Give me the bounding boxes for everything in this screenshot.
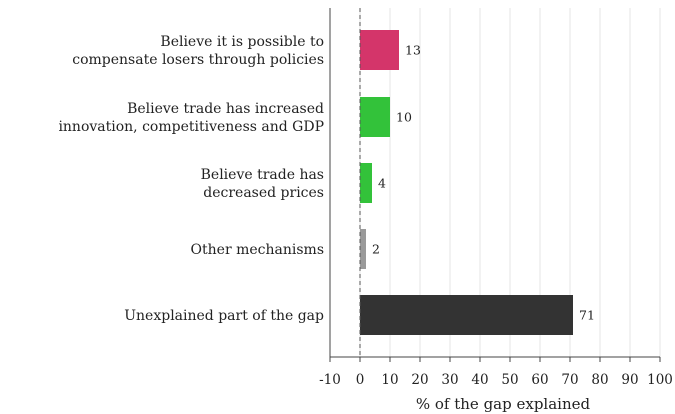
x-tick-label: 60 [531,372,548,388]
data-label: 10 [396,110,412,125]
x-tick-label: 10 [381,372,398,388]
bar [360,97,390,137]
category-label: Believe trade has increased [127,101,324,117]
data-label: 13 [405,43,421,58]
x-tick-label: 40 [471,372,488,388]
x-axis-title: % of the gap explained [416,395,591,413]
bar [360,295,573,335]
data-label: 71 [579,308,595,323]
data-label: 2 [372,242,380,257]
category-label: Believe trade has [201,167,324,183]
category-label: decreased prices [203,185,324,201]
category-label: compensate losers through policies [72,52,324,68]
bar [360,163,372,203]
category-label: Believe it is possible to [160,34,324,50]
data-labels: 13 10 4 2 71 [372,43,595,323]
x-tick-label: 30 [441,372,458,388]
x-axis [329,8,660,358]
x-tick-label: -10 [319,372,341,388]
x-tick-label: 50 [501,372,518,388]
category-label: Other mechanisms [191,242,324,258]
x-tick-label: 20 [411,372,428,388]
x-tick-label: 70 [561,372,578,388]
x-tick-labels: -10 0 10 20 30 40 50 60 70 80 90 100 [319,357,673,388]
x-tick-label: 100 [647,372,673,388]
category-label: Unexplained part of the gap [124,308,324,324]
category-label: innovation, competitiveness and GDP [58,119,324,135]
x-tick-label: 0 [356,372,365,388]
x-tick-label: 90 [621,372,638,388]
bars [360,30,573,335]
bar [360,229,366,269]
category-labels: Believe it is possible to compensate lose… [58,34,324,324]
bar [360,30,399,70]
x-tick-label: 80 [591,372,608,388]
data-label: 4 [378,176,386,191]
